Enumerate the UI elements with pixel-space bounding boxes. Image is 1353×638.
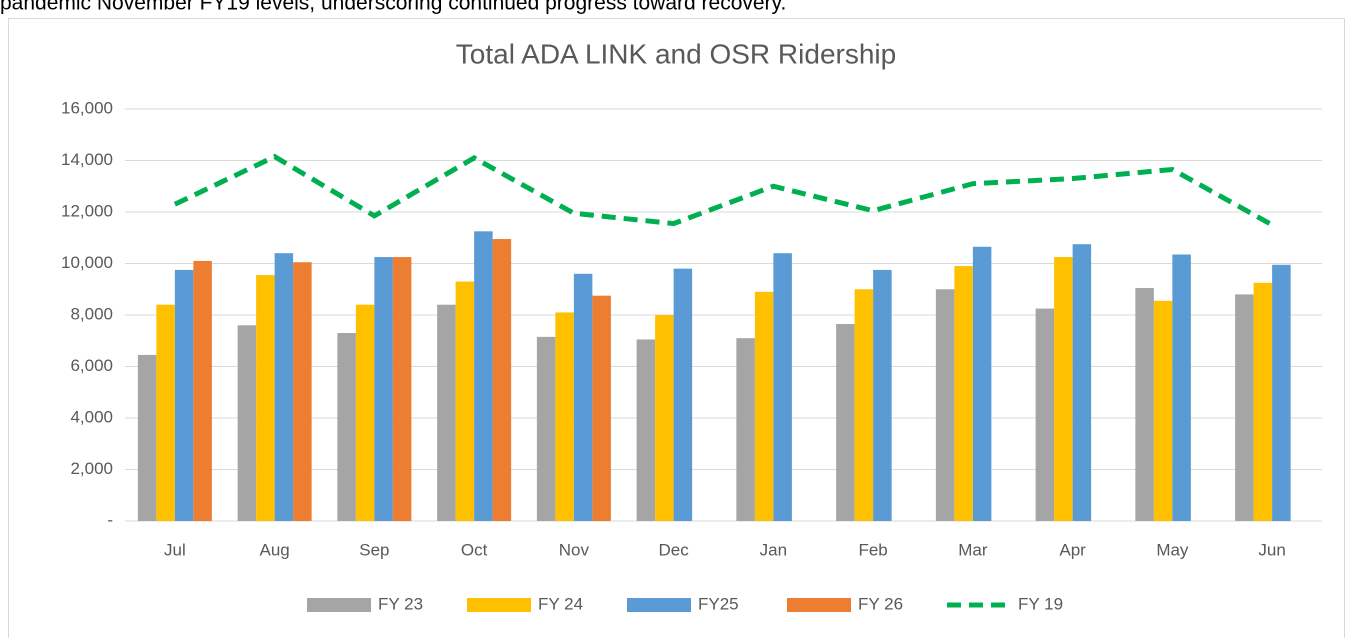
y-tick-label: 8,000 (70, 304, 113, 323)
bar (1035, 308, 1055, 521)
y-tick-label: - (107, 510, 113, 529)
legend-swatch (787, 598, 851, 612)
x-tick-label: Aug (260, 540, 290, 559)
legend-swatch (627, 598, 691, 612)
bar (137, 354, 157, 521)
bar (972, 246, 992, 521)
x-tick-label: Oct (461, 540, 488, 559)
bar (555, 312, 574, 521)
legend-label: FY 23 (378, 594, 423, 613)
bar (374, 257, 393, 521)
x-tick-label: Apr (1059, 540, 1086, 559)
bar (773, 253, 792, 521)
bar (337, 333, 356, 521)
x-tick-label: Feb (858, 540, 887, 559)
bar (492, 239, 512, 521)
bar (1054, 257, 1073, 521)
bar (592, 295, 611, 521)
x-tick-label: Nov (559, 540, 590, 559)
bar (1172, 254, 1191, 522)
y-tick-label: 2,000 (70, 459, 113, 478)
x-tick-label: Jun (1258, 540, 1285, 559)
x-tick-label: Sep (359, 540, 389, 559)
y-tick-label: 12,000 (61, 201, 113, 220)
legend-label: FY 19 (1018, 594, 1063, 613)
y-tick-label: 10,000 (61, 253, 113, 272)
bar (455, 281, 475, 521)
bar (935, 289, 955, 521)
chart-title: Total ADA LINK and OSR Ridership (456, 38, 896, 69)
x-tick-label: Dec (659, 540, 690, 559)
bar (836, 324, 855, 521)
line-series (173, 153, 1274, 228)
x-tick-label: May (1156, 540, 1189, 559)
bar (274, 253, 294, 521)
bar (873, 269, 892, 521)
bar (474, 231, 493, 521)
bar (1153, 300, 1173, 521)
bar (1135, 287, 1154, 521)
bar (1272, 264, 1291, 521)
legend-swatch (307, 598, 371, 612)
bar (256, 275, 275, 521)
legend-label: FY 26 (858, 594, 903, 613)
bar (174, 269, 194, 521)
x-tick-label: Mar (958, 540, 988, 559)
x-tick-label: Jul (164, 540, 186, 559)
document-text: pandemic November FY19 levels, underscor… (0, 0, 786, 15)
bar (854, 289, 874, 521)
y-tick-label: 4,000 (70, 407, 113, 426)
bar (655, 315, 674, 521)
bar (736, 338, 755, 521)
bar (536, 336, 556, 521)
bar (193, 260, 212, 521)
bar (673, 268, 693, 521)
y-tick-label: 6,000 (70, 356, 113, 375)
bar (1253, 282, 1273, 521)
bar (954, 266, 973, 521)
bar (1235, 294, 1254, 521)
bar (293, 262, 312, 521)
legend-label: FY 24 (538, 594, 583, 613)
bar (237, 325, 257, 521)
bar (573, 273, 593, 521)
bar (754, 291, 774, 521)
bar (392, 257, 412, 521)
bar (636, 339, 656, 521)
bar (156, 304, 175, 521)
legend-swatch (467, 598, 531, 612)
bar (1072, 244, 1092, 521)
x-tick-label: Jan (760, 540, 787, 559)
y-tick-label: 16,000 (61, 98, 113, 117)
bar (355, 304, 375, 521)
legend-label: FY25 (698, 594, 739, 613)
y-tick-label: 14,000 (61, 150, 113, 169)
bar (437, 304, 456, 521)
